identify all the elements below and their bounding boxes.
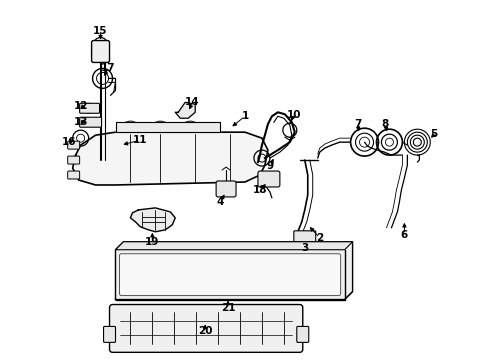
FancyBboxPatch shape bbox=[68, 171, 80, 179]
Text: 14: 14 bbox=[185, 97, 199, 107]
Polygon shape bbox=[116, 122, 220, 132]
FancyBboxPatch shape bbox=[103, 327, 116, 342]
Polygon shape bbox=[116, 242, 353, 250]
FancyBboxPatch shape bbox=[258, 171, 280, 187]
FancyBboxPatch shape bbox=[110, 305, 303, 352]
Text: 13: 13 bbox=[74, 117, 88, 127]
Text: 18: 18 bbox=[253, 185, 267, 195]
Text: 15: 15 bbox=[93, 26, 108, 36]
Polygon shape bbox=[175, 102, 195, 118]
Text: 2: 2 bbox=[316, 233, 323, 243]
Text: 21: 21 bbox=[221, 302, 235, 312]
FancyBboxPatch shape bbox=[68, 156, 80, 164]
Polygon shape bbox=[73, 132, 268, 185]
Text: 12: 12 bbox=[74, 101, 88, 111]
Text: 7: 7 bbox=[354, 119, 361, 129]
FancyBboxPatch shape bbox=[80, 103, 99, 113]
Text: 4: 4 bbox=[217, 197, 224, 207]
FancyBboxPatch shape bbox=[92, 41, 110, 62]
FancyBboxPatch shape bbox=[216, 181, 236, 197]
Polygon shape bbox=[116, 242, 353, 300]
Text: 11: 11 bbox=[133, 135, 147, 145]
FancyBboxPatch shape bbox=[297, 327, 309, 342]
Text: 10: 10 bbox=[287, 110, 301, 120]
Text: 17: 17 bbox=[101, 63, 116, 73]
Text: 3: 3 bbox=[301, 243, 308, 253]
FancyBboxPatch shape bbox=[80, 117, 101, 127]
Text: 1: 1 bbox=[242, 111, 248, 121]
Text: 20: 20 bbox=[198, 327, 212, 336]
FancyBboxPatch shape bbox=[68, 141, 80, 149]
Text: 19: 19 bbox=[145, 237, 160, 247]
Text: 8: 8 bbox=[382, 119, 389, 129]
Polygon shape bbox=[130, 208, 175, 232]
Text: 16: 16 bbox=[61, 137, 76, 147]
FancyBboxPatch shape bbox=[120, 254, 341, 296]
Text: 5: 5 bbox=[431, 129, 438, 139]
FancyBboxPatch shape bbox=[294, 231, 316, 243]
Text: 9: 9 bbox=[267, 161, 273, 171]
Text: 6: 6 bbox=[401, 230, 408, 240]
